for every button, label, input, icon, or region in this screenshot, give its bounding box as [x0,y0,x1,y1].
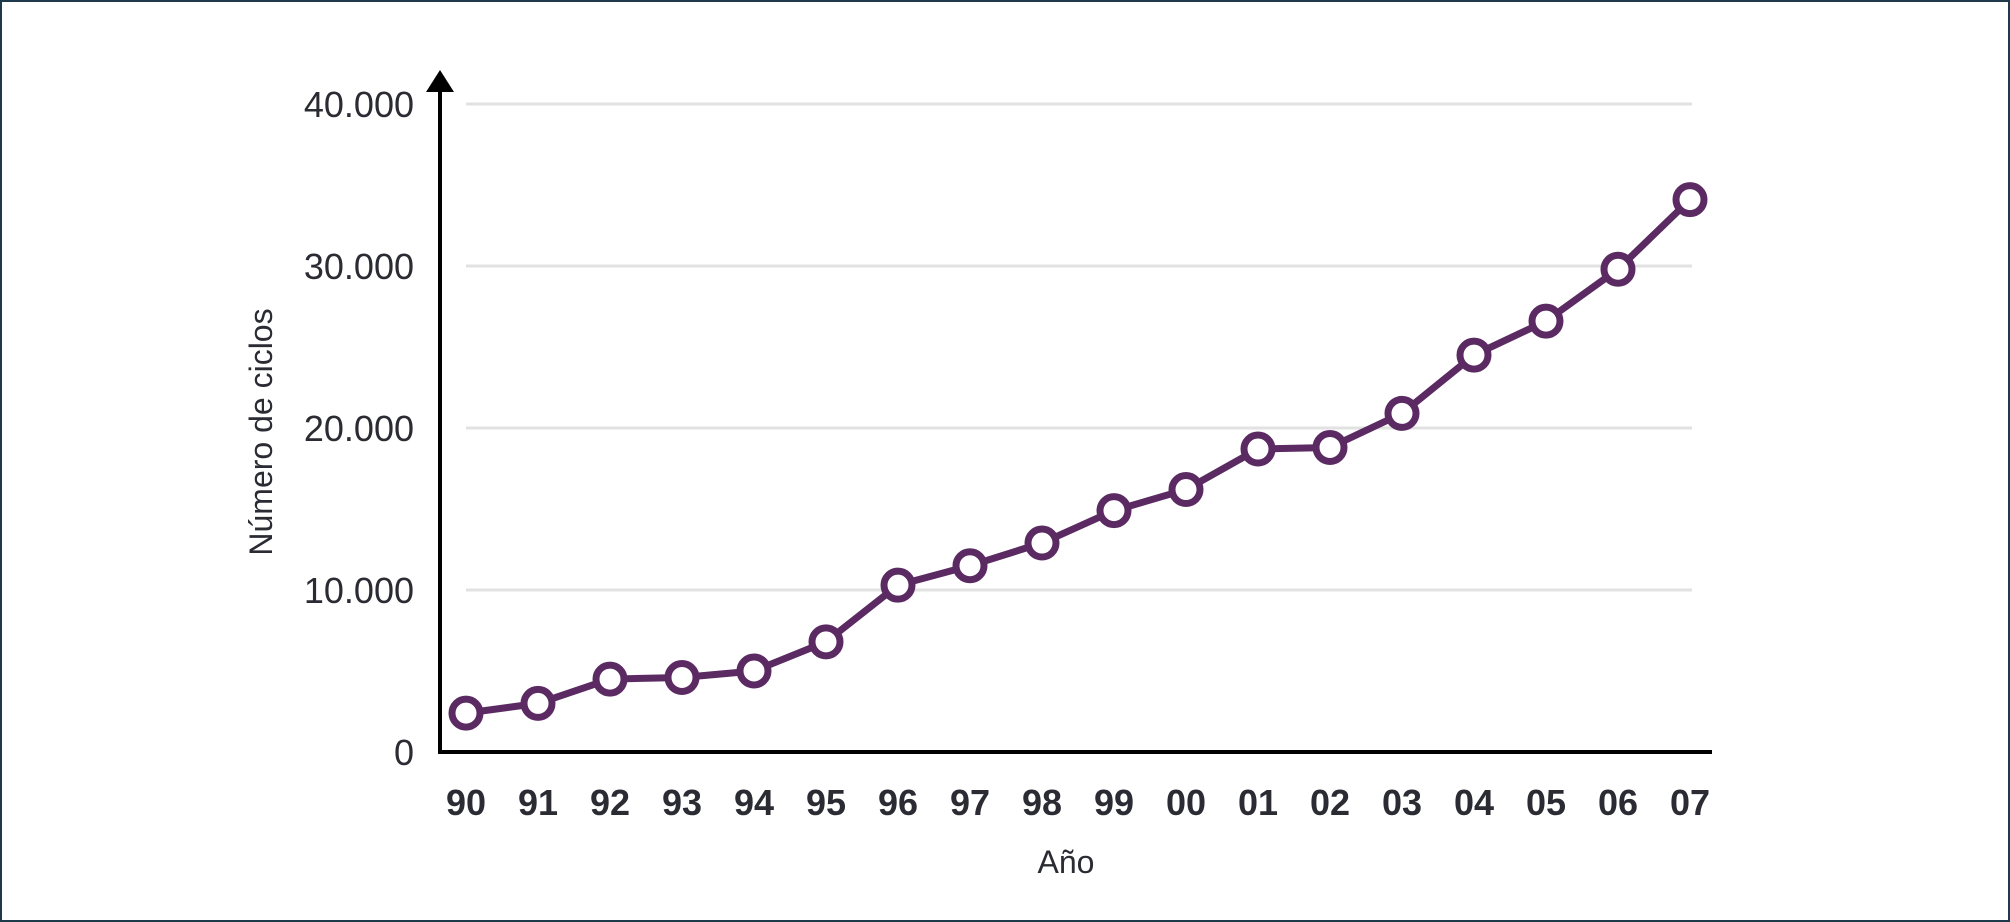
data-point [1024,525,1060,561]
series-layer [448,182,1708,731]
data-point [520,685,556,721]
x-tick-label: 03 [1382,782,1422,823]
x-tick-label: 91 [518,782,558,823]
x-tick-label: 98 [1022,782,1062,823]
y-tick-label: 40.000 [304,84,414,125]
x-tick-label: 01 [1238,782,1278,823]
data-point [1240,431,1276,467]
x-tick-labels: 90 91 92 93 94 95 96 97 98 99 00 01 02 03 04 05 06 07 [446,782,1710,823]
data-point [1672,182,1708,218]
y-axis-arrow-icon [426,70,454,92]
series-line [465,197,1693,717]
x-tick-label: 96 [878,782,918,823]
y-tick-labels: 0 10.000 20.000 30.000 40.000 [304,84,414,773]
data-point [1456,337,1492,373]
data-point [448,695,484,731]
data-point [1168,472,1204,508]
x-tick-label: 93 [662,782,702,823]
x-axis-title: Año [1038,844,1095,880]
data-point [1096,493,1132,529]
x-tick-label: 99 [1094,782,1134,823]
x-tick-label: 94 [734,782,774,823]
data-point [808,624,844,660]
y-axis-title: Número de ciclos [243,308,279,555]
y-tick-label: 10.000 [304,570,414,611]
data-point [880,567,916,603]
data-point [1312,429,1348,465]
data-point [952,548,988,584]
y-tick-label: 30.000 [304,246,414,287]
data-point [1528,303,1564,339]
x-tick-label: 97 [950,782,990,823]
axes [426,70,1712,754]
grid-lines [466,102,1692,592]
x-tick-label: 05 [1526,782,1566,823]
data-point [736,653,772,689]
data-point [592,661,628,697]
x-tick-label: 07 [1670,782,1710,823]
data-point [664,659,700,695]
y-tick-label: 20.000 [304,408,414,449]
data-point [1384,395,1420,431]
x-tick-label: 90 [446,782,486,823]
x-tick-label: 06 [1598,782,1638,823]
x-tick-label: 92 [590,782,630,823]
y-tick-label: 0 [394,732,414,773]
x-tick-label: 02 [1310,782,1350,823]
x-tick-label: 00 [1166,782,1206,823]
data-point [1600,251,1636,287]
x-tick-label: 95 [806,782,846,823]
x-tick-label: 04 [1454,782,1494,823]
